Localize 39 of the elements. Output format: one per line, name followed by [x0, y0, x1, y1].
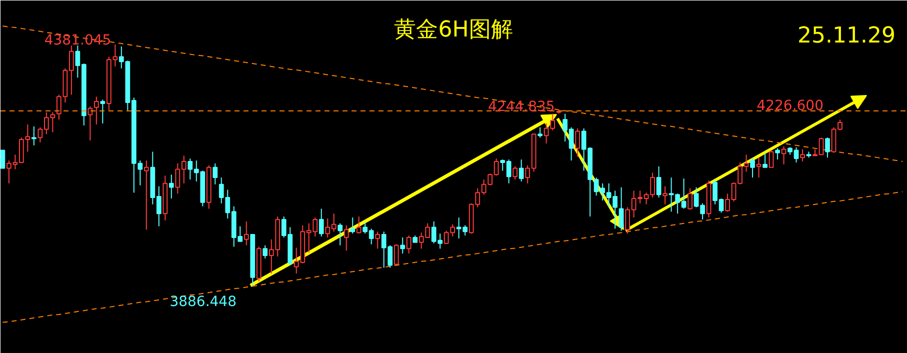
candlestick	[212, 162, 218, 185]
candlestick	[618, 186, 624, 232]
candlestick	[0, 150, 6, 169]
candlestick	[375, 231, 380, 250]
candlestick	[400, 236, 406, 254]
candlestick	[750, 157, 755, 178]
candlestick	[94, 96, 99, 125]
candlestick	[356, 216, 362, 234]
candlestick	[800, 148, 805, 162]
candlestick	[88, 106, 93, 142]
candlestick	[825, 137, 830, 158]
candlestick	[518, 159, 524, 182]
candlestick	[688, 188, 692, 210]
candlestick	[318, 208, 324, 238]
candlestick	[512, 166, 518, 180]
candlestick	[244, 220, 249, 246]
candlestick	[144, 160, 149, 230]
candlestick	[344, 224, 349, 252]
candlestick	[575, 128, 580, 158]
chart-title: 黄金6H图解	[394, 18, 513, 42]
candlestick	[100, 99, 106, 124]
candlestick	[662, 186, 668, 205]
candlestick	[406, 235, 412, 254]
candlestick	[538, 126, 543, 138]
annotation: 25.11.29	[798, 24, 896, 48]
candlestick	[775, 148, 780, 160]
candlestick	[656, 166, 662, 198]
candlestick	[338, 222, 343, 246]
candlestick	[394, 244, 399, 266]
annotation: 4226.600	[756, 98, 824, 114]
annotation: 4381.045	[44, 32, 112, 48]
candlestick	[768, 150, 774, 168]
candlestick	[168, 174, 174, 199]
candlestick	[756, 157, 762, 178]
text: 3886.448	[170, 294, 237, 310]
candlestick	[31, 126, 36, 146]
candlestick	[350, 217, 356, 234]
candlestick	[762, 153, 768, 168]
candlestick	[262, 244, 268, 259]
